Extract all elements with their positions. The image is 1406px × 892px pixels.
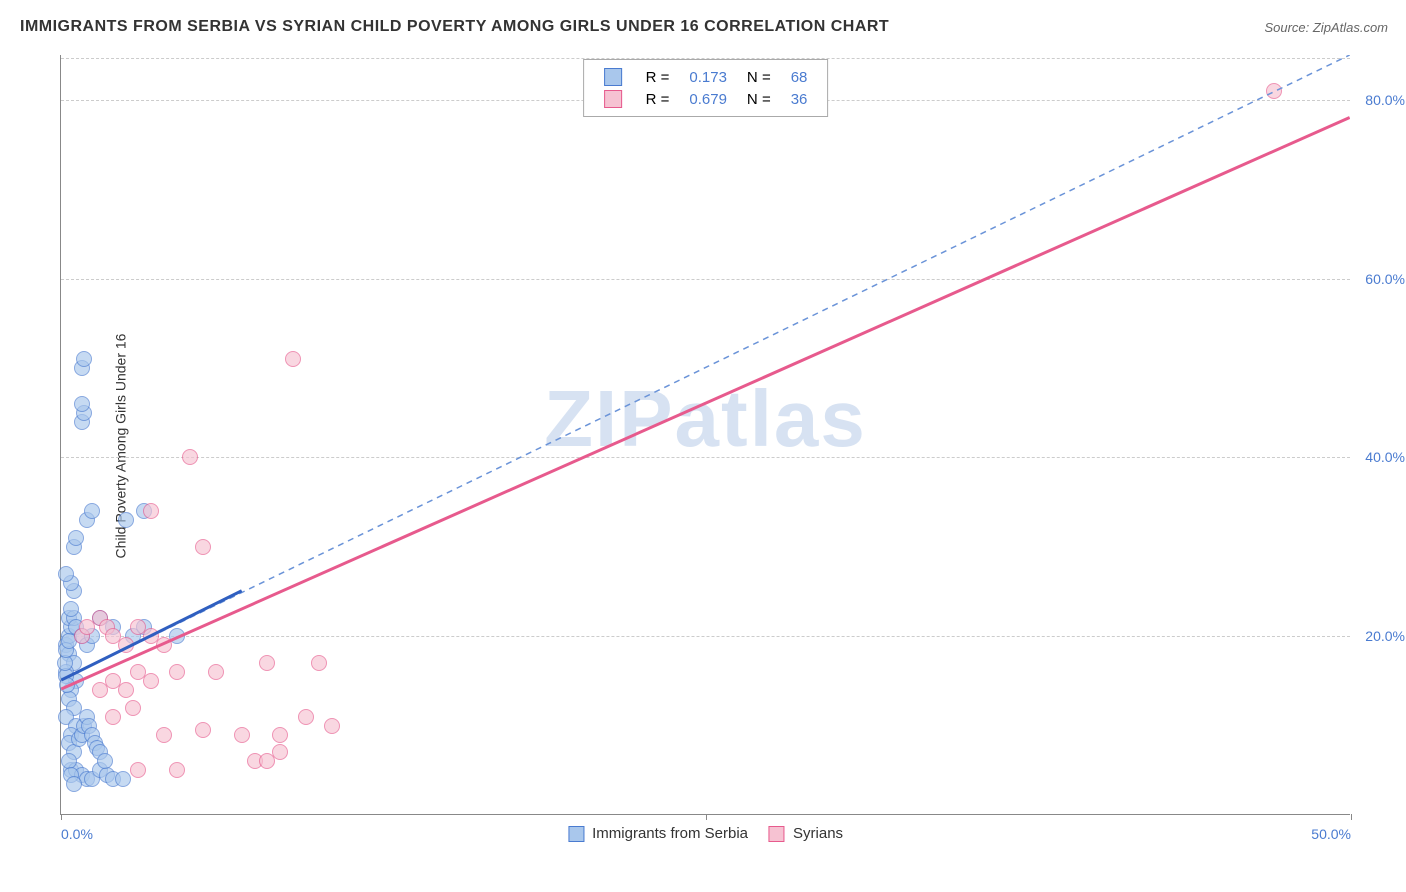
scatter-point-serbia (74, 396, 90, 412)
correlation-legend: R = 0.173 N = 68 R = 0.679 N = 36 (583, 59, 829, 117)
scatter-point-syrians (208, 664, 224, 680)
scatter-point-serbia (66, 776, 82, 792)
gridline-h (61, 636, 1350, 637)
watermark-text: ZIPatlas (544, 373, 867, 465)
scatter-point-syrians (311, 655, 327, 671)
x-tick-label: 50.0% (1311, 826, 1351, 842)
trend-line (61, 118, 1349, 689)
scatter-point-syrians (156, 637, 172, 653)
scatter-point-serbia (63, 601, 79, 617)
scatter-point-syrians (143, 503, 159, 519)
trend-line (61, 55, 1349, 680)
series-legend: Immigrants from Serbia Syrians (568, 825, 843, 842)
trend-lines-svg (61, 55, 1350, 814)
scatter-point-serbia (97, 753, 113, 769)
scatter-point-syrians (182, 449, 198, 465)
scatter-point-syrians (143, 673, 159, 689)
scatter-point-syrians (1266, 83, 1282, 99)
scatter-point-syrians (118, 682, 134, 698)
scatter-point-serbia (115, 771, 131, 787)
scatter-point-serbia (84, 503, 100, 519)
scatter-point-serbia (58, 566, 74, 582)
scatter-point-syrians (324, 718, 340, 734)
r-value-syrians: 0.679 (679, 88, 737, 110)
scatter-point-serbia (118, 512, 134, 528)
scatter-point-serbia (59, 677, 75, 693)
r-value-serbia: 0.173 (679, 66, 737, 88)
y-tick-label: 80.0% (1365, 92, 1405, 108)
scatter-point-syrians (272, 744, 288, 760)
legend-label-serbia: Immigrants from Serbia (592, 825, 748, 842)
scatter-point-syrians (125, 700, 141, 716)
scatter-point-syrians (272, 727, 288, 743)
x-tick-mark (1351, 814, 1352, 820)
scatter-point-syrians (285, 351, 301, 367)
scatter-point-syrians (118, 637, 134, 653)
legend-label-syrians: Syrians (793, 825, 843, 842)
swatch-serbia (604, 68, 622, 86)
scatter-point-syrians (234, 727, 250, 743)
scatter-point-serbia (76, 351, 92, 367)
x-tick-label: 0.0% (61, 826, 93, 842)
swatch-syrians (604, 90, 622, 108)
x-tick-mark (706, 814, 707, 820)
scatter-point-syrians (156, 727, 172, 743)
legend-row-serbia: R = 0.173 N = 68 (594, 66, 818, 88)
gridline-h (61, 279, 1350, 280)
swatch-serbia-bottom (568, 826, 584, 842)
gridline-h (61, 457, 1350, 458)
y-tick-label: 40.0% (1365, 449, 1405, 465)
scatter-point-syrians (259, 655, 275, 671)
y-tick-label: 60.0% (1365, 271, 1405, 287)
scatter-point-serbia (68, 530, 84, 546)
legend-row-syrians: R = 0.679 N = 36 (594, 88, 818, 110)
scatter-point-syrians (195, 539, 211, 555)
n-value-serbia: 68 (781, 66, 818, 88)
y-tick-label: 20.0% (1365, 628, 1405, 644)
scatter-point-syrians (298, 709, 314, 725)
scatter-point-syrians (169, 762, 185, 778)
plot-area: ZIPatlas R = 0.173 N = 68 R = 0.679 N = … (60, 55, 1350, 815)
scatter-point-syrians (105, 709, 121, 725)
chart-title: IMMIGRANTS FROM SERBIA VS SYRIAN CHILD P… (20, 18, 889, 36)
scatter-point-syrians (195, 722, 211, 738)
source-attribution: Source: ZipAtlas.com (1264, 20, 1388, 35)
swatch-syrians-bottom (769, 826, 785, 842)
scatter-point-syrians (130, 762, 146, 778)
scatter-point-syrians (169, 664, 185, 680)
x-tick-mark (61, 814, 62, 820)
n-value-syrians: 36 (781, 88, 818, 110)
